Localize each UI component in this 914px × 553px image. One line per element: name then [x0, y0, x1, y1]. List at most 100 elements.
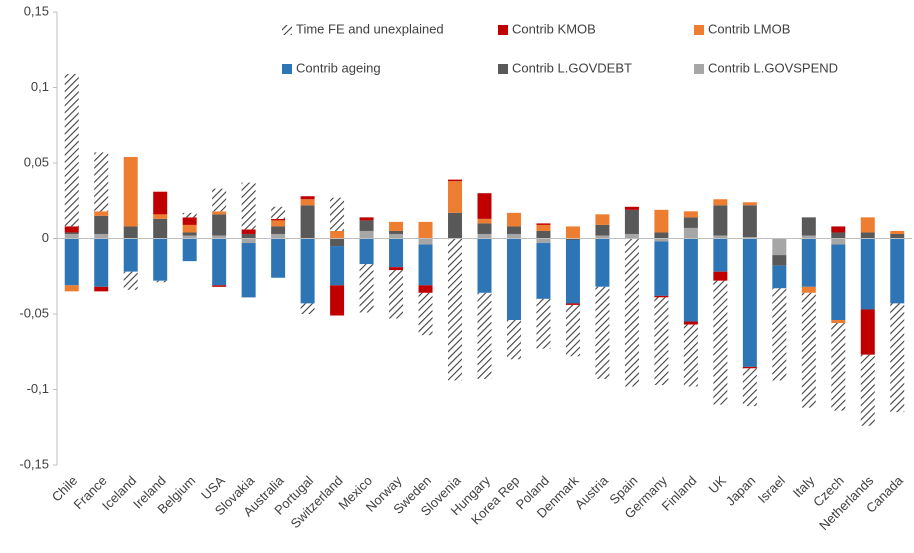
bar-segment: [448, 181, 463, 213]
bar-segment: [595, 235, 610, 239]
bar-segment: [64, 238, 79, 286]
bar-segment: [212, 285, 227, 287]
bar-segment: [801, 292, 816, 408]
bar-segment: [271, 238, 286, 278]
bar-segment: [123, 238, 138, 272]
bar-segment: [506, 320, 521, 360]
legend-swatch: [282, 25, 292, 35]
bar-segment: [565, 226, 580, 239]
bar-segment: [477, 292, 492, 379]
bar-segment: [772, 265, 787, 289]
bar-segment: [683, 324, 698, 387]
bar-segment: [713, 238, 728, 272]
bar-segment: [772, 238, 787, 256]
bar-segment: [742, 366, 757, 369]
bar-segment: [860, 217, 875, 233]
legend-swatch: [694, 64, 704, 74]
bar-segment: [683, 217, 698, 228]
bar-segment: [595, 238, 610, 287]
bar-segment: [271, 226, 286, 234]
bar-segment: [330, 285, 345, 316]
bar-segment: [890, 233, 905, 239]
bar-segment: [153, 280, 168, 283]
bar-segment: [418, 244, 433, 286]
bar-segment: [713, 280, 728, 405]
bar-segment: [271, 233, 286, 239]
bar-segment: [123, 156, 138, 227]
bar-segment: [94, 286, 109, 292]
bar-segment: [624, 209, 639, 234]
bar-segment: [536, 238, 551, 244]
bar-segment: [742, 236, 757, 239]
bar-segment: [94, 152, 109, 212]
bar-segment: [683, 227, 698, 239]
bar-segment: [389, 267, 404, 271]
bar-segment: [860, 232, 875, 239]
bar-segment: [182, 217, 197, 225]
legend-label: Contrib LMOB: [708, 21, 790, 36]
bar-segment: [212, 211, 227, 215]
y-tick-label: 0,05: [24, 154, 49, 169]
bar-segment: [654, 209, 669, 233]
bar-segment: [330, 246, 345, 286]
bar-segment: [359, 264, 374, 313]
bar-segment: [241, 182, 256, 230]
bar-segment: [271, 206, 286, 219]
bar-segment: [801, 235, 816, 239]
legend-swatch: [694, 25, 704, 35]
x-tick-label: Israel: [755, 473, 788, 506]
y-tick-label: -0,1: [27, 381, 49, 396]
bar-segment: [271, 218, 286, 221]
bar-segment: [595, 286, 610, 379]
bar-segment: [182, 224, 197, 233]
bar-segment: [64, 232, 79, 234]
bar-segment: [300, 303, 315, 314]
bar-segment: [742, 238, 757, 367]
bar-segment: [330, 230, 345, 239]
bar-segment: [565, 238, 580, 241]
bar-segment: [182, 238, 197, 262]
bar-segment: [683, 211, 698, 218]
y-tick-label: 0,1: [31, 79, 49, 94]
bar-segment: [94, 233, 109, 239]
bar-segment: [182, 235, 197, 239]
bar-segment: [654, 232, 669, 239]
bar-segment: [271, 220, 286, 227]
bar-segment: [477, 223, 492, 234]
bar-segment: [300, 238, 315, 304]
bar-segment: [418, 221, 433, 239]
bar-segment: [565, 240, 580, 304]
y-tick-label: 0: [42, 230, 49, 245]
bar-segment: [624, 233, 639, 239]
bar-segment: [536, 298, 551, 349]
bar-segment: [182, 212, 197, 218]
bar-segment: [359, 238, 374, 265]
bar-segment: [624, 206, 639, 210]
bar-segment: [683, 238, 698, 322]
bar-segment: [536, 243, 551, 299]
bar-segment: [241, 238, 256, 244]
bar-segment: [448, 179, 463, 182]
bar-segment: [772, 288, 787, 381]
legend-label: Time FE and unexplained: [296, 21, 444, 36]
bar-segment: [64, 285, 79, 292]
bar-segment: [241, 233, 256, 239]
bar-segment: [477, 218, 492, 224]
bar-segment: [742, 205, 757, 237]
bar-segment: [624, 238, 639, 387]
bar-segment: [241, 229, 256, 234]
bar-segment: [801, 286, 816, 293]
bar-segment: [300, 199, 315, 206]
bar-segment: [153, 218, 168, 239]
bar-segment: [801, 238, 816, 287]
bar-segment: [448, 238, 463, 381]
bar-segment: [595, 224, 610, 236]
bar-segment: [418, 285, 433, 293]
legend-swatch: [282, 64, 292, 74]
bar-segment: [831, 226, 846, 233]
bar-segment: [654, 238, 669, 242]
bar-segment: [64, 233, 79, 239]
bar-segment: [477, 193, 492, 219]
legend-swatch: [498, 25, 508, 35]
